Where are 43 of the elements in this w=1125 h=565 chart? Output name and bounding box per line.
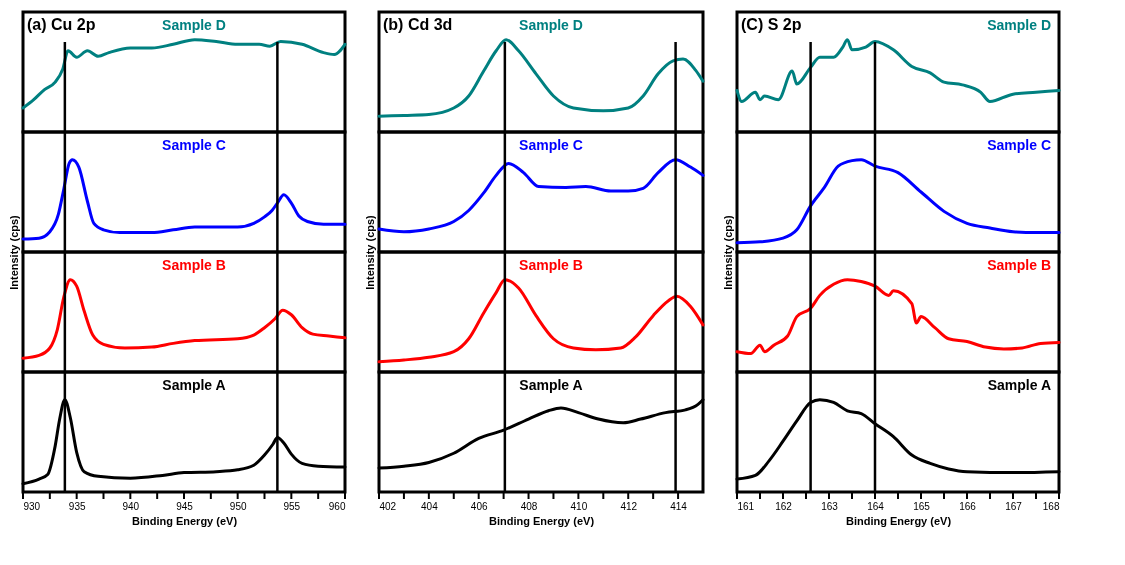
x-tick-label: 406: [470, 500, 488, 512]
y-axis-title: Intensity (cps): [7, 214, 20, 290]
x-tick-label: 945: [176, 500, 194, 512]
x-tick-label: 950: [229, 500, 247, 512]
text: Sample C: [162, 137, 226, 153]
y-axis-title: Intensity (cps): [721, 214, 734, 290]
x-axis-title: Binding Energy (eV): [845, 514, 952, 527]
series-label: Sample D: [519, 17, 583, 33]
x-axis-title: Binding Energy (eV): [488, 514, 595, 527]
x-axis-title: Binding Energy (eV): [131, 514, 238, 527]
series-label: Sample A: [519, 377, 583, 393]
series-label: Sample B: [519, 257, 583, 273]
x-tick-label: 404: [421, 500, 439, 512]
text: Sample A: [987, 377, 1051, 393]
x-tick-label: 161: [737, 500, 755, 512]
x-tick-label: 935: [68, 500, 86, 512]
x-tick-label: 162: [775, 500, 793, 512]
x-tick-label: 167: [1005, 500, 1023, 512]
x-tick-label: 930: [23, 500, 41, 512]
x-tick-label: 166: [959, 500, 977, 512]
x-tick-label: 960: [328, 500, 346, 512]
text: Sample A: [162, 377, 226, 393]
text: Sample B: [987, 257, 1051, 273]
text: (a) Cu 2p: [27, 16, 96, 33]
y-axis-title: Intensity (cps): [363, 214, 376, 290]
series-label: Sample D: [162, 17, 226, 33]
x-tick-label: 414: [670, 500, 688, 512]
series-label: Sample C: [519, 137, 583, 153]
x-tick-label: 168: [1042, 500, 1060, 512]
text: Sample C: [987, 137, 1051, 153]
text: (b) Cd 3d: [383, 16, 453, 33]
x-tick-label: 164: [867, 500, 885, 512]
x-tick-label: 940: [122, 500, 140, 512]
x-tick-label: 412: [620, 500, 638, 512]
x-tick-label: 955: [283, 500, 301, 512]
x-tick-label: 410: [570, 500, 588, 512]
x-tick-label: 163: [821, 500, 839, 512]
text: Sample B: [162, 257, 226, 273]
x-tick-label: 165: [913, 500, 931, 512]
text: (C) S 2p: [741, 16, 802, 33]
x-tick-label: 408: [520, 500, 538, 512]
text: Sample D: [987, 17, 1051, 33]
x-tick-label: 402: [379, 500, 397, 512]
